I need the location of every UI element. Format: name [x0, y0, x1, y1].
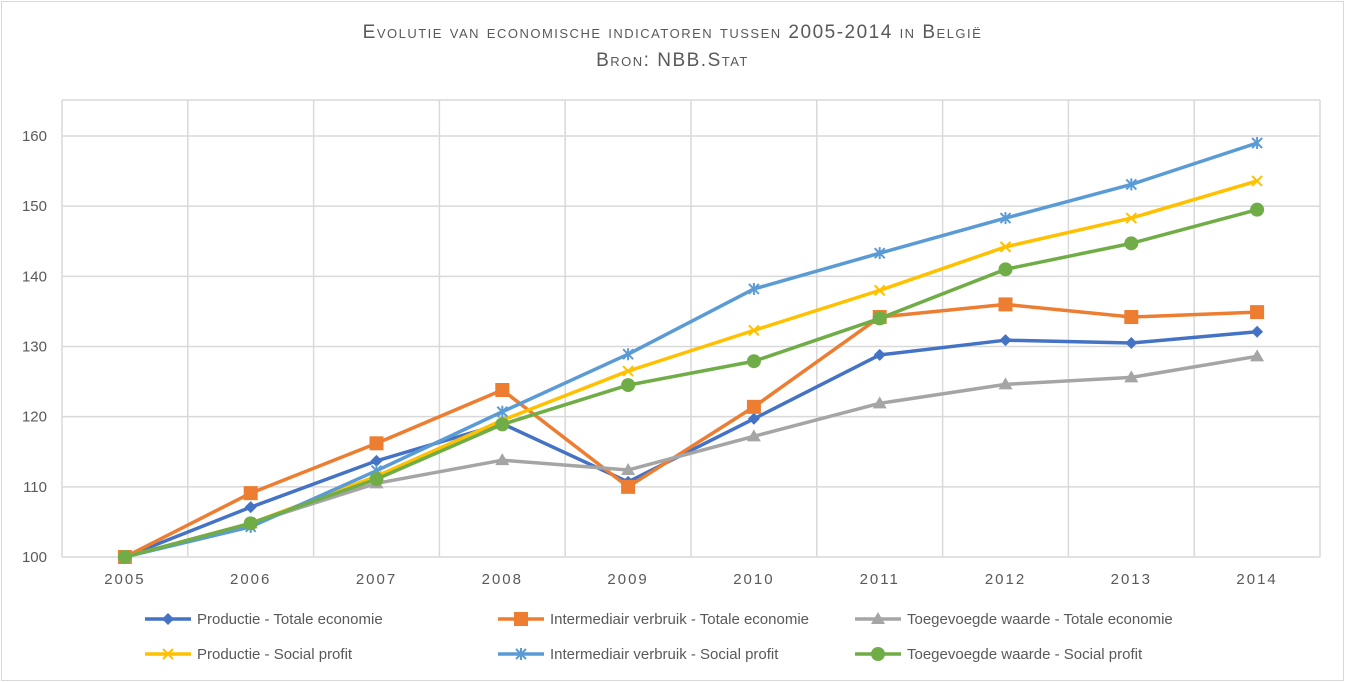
- legend-label: Productie - Totale economie: [197, 611, 383, 628]
- data-point-marker: [621, 462, 636, 475]
- data-point-marker: [873, 348, 886, 361]
- data-point-marker: [1251, 137, 1263, 150]
- data-point-marker: [746, 399, 761, 414]
- x-tick-label: 2010: [733, 571, 774, 588]
- data-point-marker: [1251, 325, 1264, 338]
- data-point-marker: [873, 247, 886, 260]
- data-point-marker: [998, 377, 1013, 390]
- data-point-marker: [1125, 178, 1138, 191]
- data-point-marker: [622, 348, 634, 361]
- legend-marker: [162, 613, 174, 625]
- data-point-marker: [621, 378, 636, 393]
- data-point-marker: [1250, 202, 1265, 217]
- chart-title: Evolutie van economische indicatoren tus…: [362, 22, 983, 43]
- data-point-marker: [1125, 336, 1138, 349]
- data-point-marker: [998, 297, 1013, 312]
- x-tick-label: 2013: [1111, 571, 1152, 588]
- y-tick-label: 160: [22, 128, 47, 145]
- series-line: [124, 330, 1258, 559]
- data-point-marker: [747, 412, 760, 425]
- x-tick-label: 2011: [860, 571, 900, 588]
- legend-label: Intermediair verbruik - Social profit: [550, 646, 779, 663]
- series-line: [124, 354, 1258, 559]
- y-tick-label: 140: [22, 268, 47, 285]
- data-point-marker: [243, 516, 258, 531]
- data-point-marker: [1250, 305, 1265, 320]
- legend-label: Toegevoegde waarde - Totale economie: [907, 611, 1173, 628]
- data-point-marker: [873, 284, 886, 297]
- legend-label: Productie - Social profit: [197, 646, 353, 663]
- data-point-marker: [370, 454, 383, 467]
- x-tick-label: 2007: [356, 571, 397, 588]
- data-point-marker: [746, 354, 761, 369]
- data-point-marker: [1124, 370, 1139, 383]
- data-point-marker: [872, 311, 887, 326]
- data-point-marker: [1250, 349, 1265, 362]
- data-point-marker: [244, 501, 257, 514]
- legend-marker: [514, 612, 528, 626]
- data-point-marker: [496, 405, 509, 418]
- data-point-marker: [1125, 212, 1138, 224]
- legend-label: Intermediair verbruik - Totale economie: [550, 611, 809, 628]
- data-point-marker: [999, 334, 1012, 347]
- data-point-marker: [369, 436, 384, 451]
- data-point-marker: [495, 417, 510, 432]
- data-point-marker: [243, 486, 258, 501]
- chart-subtitle: Bron: NBB.Stat: [596, 50, 749, 71]
- series-line: [124, 141, 1258, 559]
- data-point-marker: [872, 396, 887, 409]
- x-tick-label: 2005: [104, 571, 145, 588]
- x-tick-label: 2009: [607, 571, 648, 588]
- data-point-marker: [1124, 236, 1139, 251]
- y-tick-label: 100: [22, 549, 47, 566]
- legend-marker: [162, 648, 174, 660]
- x-tick-label: 2012: [985, 571, 1026, 588]
- data-point-marker: [622, 365, 634, 377]
- data-point-marker: [1251, 175, 1263, 187]
- legend-marker: [515, 648, 527, 660]
- data-point-marker: [999, 241, 1012, 253]
- y-tick-label: 110: [23, 479, 47, 496]
- legend-label: Toegevoegde waarde - Social profit: [907, 646, 1143, 663]
- data-point-marker: [748, 324, 760, 337]
- data-point-marker: [746, 429, 761, 442]
- y-tick-label: 150: [22, 198, 47, 215]
- data-point-marker: [998, 262, 1013, 277]
- x-tick-label: 2014: [1236, 571, 1277, 588]
- data-point-marker: [369, 472, 384, 487]
- data-point-marker: [748, 282, 760, 295]
- series-line: [124, 302, 1258, 559]
- x-tick-label: 2006: [230, 571, 271, 588]
- x-tick-label: 2008: [482, 571, 523, 588]
- y-tick-label: 120: [22, 409, 47, 426]
- data-point-marker: [495, 383, 510, 398]
- legend-marker: [871, 612, 885, 624]
- data-point-marker: [621, 479, 636, 494]
- legend-marker: [871, 647, 885, 661]
- data-point-marker: [117, 550, 132, 564]
- data-point-marker: [999, 212, 1012, 225]
- y-tick-label: 130: [22, 339, 47, 356]
- data-point-marker: [1124, 310, 1139, 325]
- series-line: [124, 207, 1258, 559]
- data-point-marker: [495, 453, 510, 466]
